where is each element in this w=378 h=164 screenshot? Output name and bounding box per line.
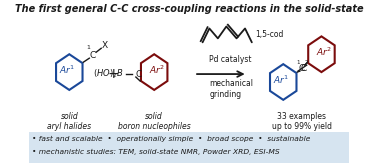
Text: C: C xyxy=(298,64,305,73)
Text: 1: 1 xyxy=(296,60,300,65)
Text: C: C xyxy=(300,64,307,73)
Text: 1: 1 xyxy=(87,45,90,50)
Text: $\mathit{Ar}^1$: $\mathit{Ar}^1$ xyxy=(59,64,75,76)
Text: C: C xyxy=(90,51,96,60)
Text: The first general C-C cross-coupling reactions in the solid-state: The first general C-C cross-coupling rea… xyxy=(15,4,363,14)
Text: mechanical
grinding: mechanical grinding xyxy=(209,79,253,99)
Text: C: C xyxy=(135,70,141,79)
Text: solid
boron nucleophiles: solid boron nucleophiles xyxy=(118,112,191,131)
Text: X: X xyxy=(102,41,108,50)
Text: 2: 2 xyxy=(305,60,308,65)
Text: • fast and scalable  •  operationally simple  •  broad scope  •  sustainable: • fast and scalable • operationally simp… xyxy=(32,135,310,142)
Text: solid
aryl halides: solid aryl halides xyxy=(47,112,91,131)
Text: +: + xyxy=(108,67,119,81)
Text: Pd catalyst: Pd catalyst xyxy=(209,55,252,64)
Text: $\mathit{Ar}^1$: $\mathit{Ar}^1$ xyxy=(273,74,289,86)
Text: $\mathit{Ar}^2$: $\mathit{Ar}^2$ xyxy=(316,46,332,58)
Text: 1,5-cod: 1,5-cod xyxy=(255,30,284,39)
Text: 33 examples
up to 99% yield: 33 examples up to 99% yield xyxy=(272,112,332,131)
Text: $(HO)_2B$: $(HO)_2B$ xyxy=(93,68,124,80)
FancyArrowPatch shape xyxy=(197,71,243,77)
FancyBboxPatch shape xyxy=(28,132,350,163)
Text: • mechanistic studies: TEM, solid-state NMR, Powder XRD, ESI-MS: • mechanistic studies: TEM, solid-state … xyxy=(32,148,280,154)
Text: $\mathit{Ar}^2$: $\mathit{Ar}^2$ xyxy=(149,64,165,76)
